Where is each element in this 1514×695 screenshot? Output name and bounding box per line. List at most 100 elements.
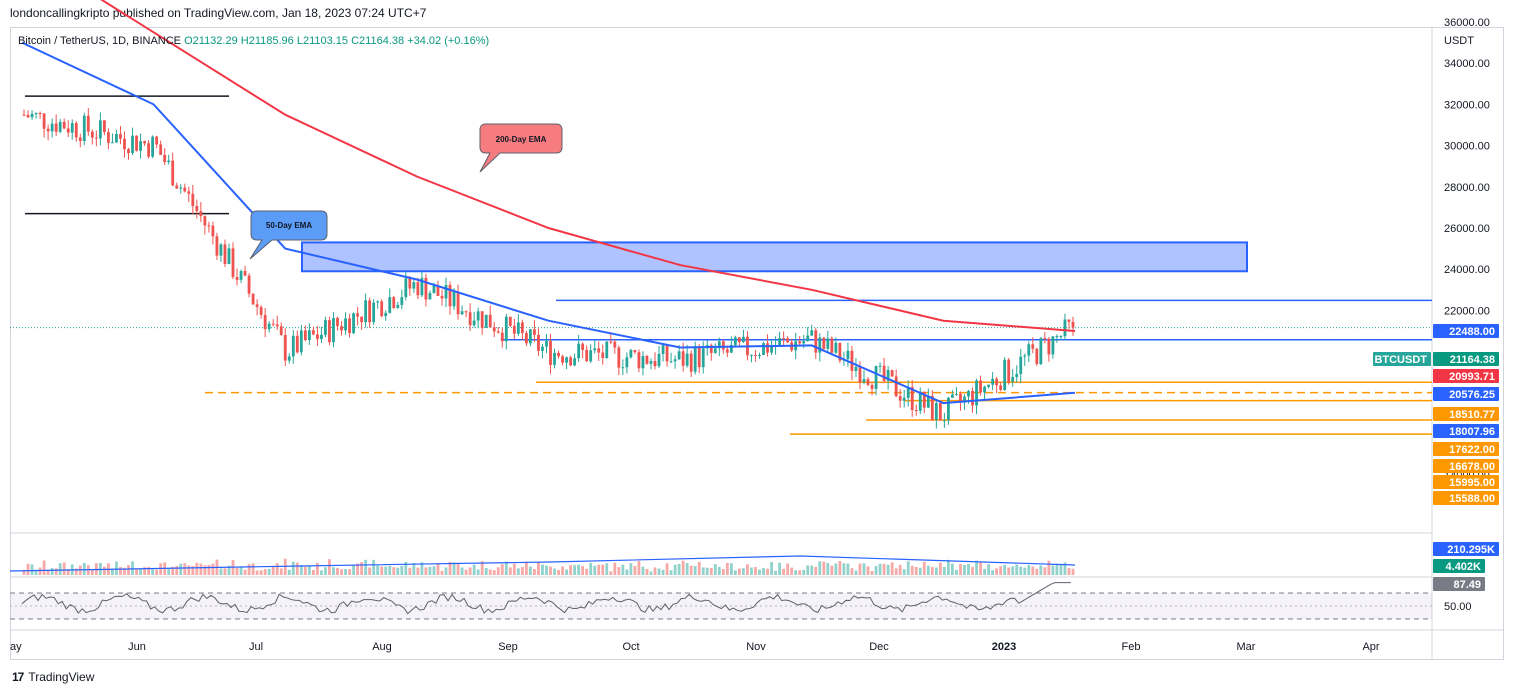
volume-bar xyxy=(219,568,223,575)
price-badge-bg xyxy=(1433,491,1499,505)
volume-bar xyxy=(577,564,581,575)
volume-bar xyxy=(673,564,677,575)
volume-bar xyxy=(1047,560,1051,575)
volume-bar xyxy=(890,562,894,575)
candle-body xyxy=(918,391,922,411)
candle-body xyxy=(175,185,179,189)
volume-bar xyxy=(653,567,657,575)
candle-body xyxy=(340,326,343,331)
candle-body xyxy=(826,338,830,349)
candle-body xyxy=(1051,336,1055,355)
volume-bar xyxy=(271,566,275,575)
volume-bar xyxy=(440,570,444,575)
volume-bar xyxy=(709,567,713,575)
volume-bar xyxy=(701,567,705,575)
candle-body xyxy=(303,330,307,341)
volume-bar xyxy=(444,567,448,575)
candle-body xyxy=(102,120,106,133)
candle-body xyxy=(211,225,215,237)
price-badge: 22488.00 xyxy=(1449,326,1495,338)
volume-bar xyxy=(203,565,207,575)
candle-body xyxy=(324,320,327,335)
candle-body xyxy=(412,282,416,289)
candle-body xyxy=(701,348,705,368)
candle-body xyxy=(444,285,448,299)
candle-body xyxy=(621,367,625,369)
volume-bar xyxy=(766,568,769,575)
volume-bar xyxy=(512,563,516,575)
volume-bar xyxy=(424,567,428,575)
candle-body xyxy=(352,313,355,334)
candle-body xyxy=(1007,359,1011,382)
volume-bar xyxy=(143,567,146,575)
volume-bar xyxy=(508,567,512,575)
candle-body xyxy=(336,318,339,327)
symbol-legend: Bitcoin / TetherUS, 1D, BINANCE O21132.2… xyxy=(18,35,489,47)
candle-body xyxy=(882,365,886,381)
volume-bar xyxy=(372,559,376,575)
price-badges: 22488.00 21164.38 20993.71 20576.25 18510.77… xyxy=(1373,324,1499,591)
candle-body xyxy=(38,113,42,115)
candle-body xyxy=(460,311,464,315)
price-badge-bg xyxy=(1433,352,1499,366)
volume-bar xyxy=(806,565,810,575)
candle-body xyxy=(424,277,428,300)
legend-close: C21164.38 xyxy=(351,35,405,47)
volume-bar xyxy=(597,564,601,575)
candle-body xyxy=(191,193,195,206)
candle-body xyxy=(159,144,163,155)
volume-bar xyxy=(22,569,26,575)
volume-bar xyxy=(838,561,842,575)
legend-symbol: Bitcoin / TetherUS, 1D, BINANCE xyxy=(18,35,182,47)
volume-bar xyxy=(408,567,412,575)
candle-body xyxy=(669,361,673,363)
candle-body xyxy=(934,403,938,420)
candle-body xyxy=(577,343,581,359)
volume-bar xyxy=(898,564,902,575)
volume-bar xyxy=(585,568,589,575)
price-axis: USDT 36000.00 34000.00 32000.00 30000.00 280… xyxy=(1444,17,1490,482)
volume-bar xyxy=(934,567,938,575)
price-tick-label: 30000.00 xyxy=(1444,141,1490,153)
volume-bar xyxy=(721,568,725,575)
price-tick-label: 34000.00 xyxy=(1444,58,1490,70)
candle-body xyxy=(283,334,287,361)
volume-bar xyxy=(119,566,122,575)
volume-bar xyxy=(601,564,605,575)
candle-body xyxy=(991,378,995,385)
price-badge: 15995.00 xyxy=(1449,477,1495,489)
candle-body xyxy=(404,278,408,298)
volume-badge: 4.402K xyxy=(1446,561,1482,573)
time-tick-label: Nov xyxy=(746,641,766,653)
volume-bar xyxy=(159,563,163,575)
candle-body xyxy=(693,346,697,372)
candle-body xyxy=(910,386,914,411)
volume-bar xyxy=(388,565,392,575)
candle-body xyxy=(199,211,203,217)
volume-bar xyxy=(971,566,974,575)
price-tick-label: 24000.00 xyxy=(1444,264,1490,276)
volume-bar xyxy=(295,562,299,575)
candle-body xyxy=(1063,319,1067,337)
volume-bar xyxy=(195,562,199,575)
candle-body xyxy=(227,248,231,264)
volume-bar xyxy=(464,569,468,575)
volume-bar xyxy=(400,565,404,575)
candle-body xyxy=(388,297,392,313)
candle-body xyxy=(263,314,267,330)
volume-bar xyxy=(529,566,532,575)
candle-body xyxy=(1011,377,1015,382)
volume-bar xyxy=(569,565,573,575)
volume-bar xyxy=(963,564,966,575)
volume-bar xyxy=(870,571,874,575)
candle-body xyxy=(163,154,167,162)
candle-body xyxy=(94,137,98,139)
time-tick-label: Apr xyxy=(1362,641,1379,653)
volume-bar xyxy=(135,569,138,575)
candle-body xyxy=(1015,373,1019,378)
candle-body xyxy=(520,322,524,334)
volume-bar xyxy=(199,563,203,575)
candle-body xyxy=(299,330,303,353)
time-tick-label: Feb xyxy=(1122,641,1141,653)
